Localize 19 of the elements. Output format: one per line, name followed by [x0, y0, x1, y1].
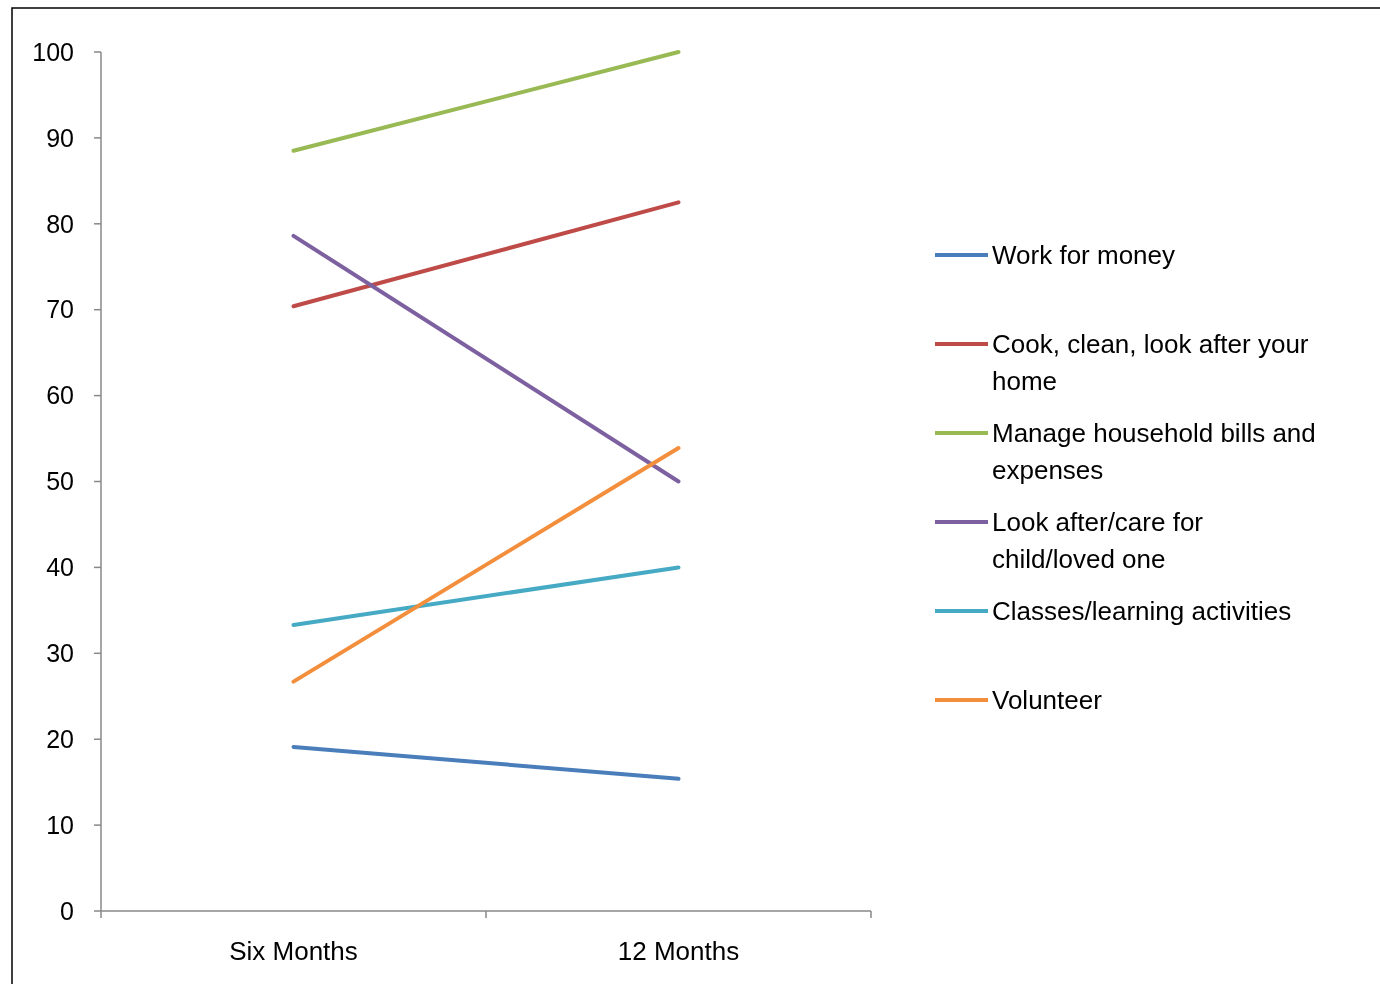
x-tick-label: Six Months: [229, 936, 358, 966]
legend-label: Work for money: [992, 240, 1176, 271]
y-tick-label: 80: [46, 209, 74, 238]
legend-label: Cook, clean, look after your home: [992, 329, 1309, 397]
y-tick-label: 50: [46, 467, 74, 496]
y-tick-label: 0: [60, 896, 74, 925]
y-tick-label: 90: [46, 123, 74, 152]
legend-label: Classes/learning activities: [992, 596, 1292, 627]
y-tick-label: 70: [46, 295, 74, 324]
y-tick-label: 10: [46, 810, 74, 839]
legend-label: Manage household bills and expenses: [992, 418, 1316, 486]
x-tick-label: 12 Months: [617, 936, 740, 966]
y-tick-label: 30: [46, 639, 74, 668]
y-tick-label: 60: [46, 381, 74, 410]
legend-label: Look after/care for child/loved one: [992, 507, 1204, 575]
y-tick-label: 40: [46, 553, 74, 582]
legend-label: Volunteer: [992, 685, 1103, 716]
y-tick-label: 100: [32, 37, 74, 66]
y-tick-label: 20: [46, 724, 74, 753]
